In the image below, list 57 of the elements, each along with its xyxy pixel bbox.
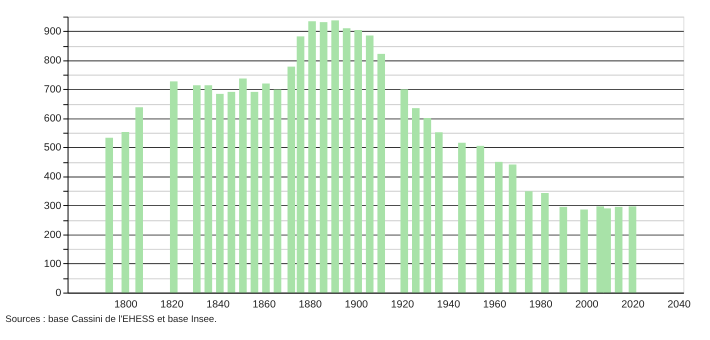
bar (508, 164, 516, 293)
bar (135, 107, 143, 293)
source-note: Sources : base Cassini de l'EHESS et base Insee. (5, 314, 217, 326)
bar (105, 138, 114, 293)
y-tick-label: 700 (44, 84, 62, 96)
bar (354, 30, 362, 293)
x-tick-label: 1840 (206, 299, 230, 310)
bar (476, 146, 484, 293)
y-tick-label: 900 (44, 26, 62, 38)
bar (400, 89, 408, 293)
x-tick-label: 1980 (529, 299, 553, 310)
x-tick-label: 1880 (298, 299, 322, 310)
bar (524, 191, 533, 293)
bar (580, 210, 588, 293)
bar (170, 81, 178, 293)
bar (366, 36, 374, 293)
x-tick-label: 1920 (390, 299, 414, 310)
bar (342, 28, 350, 293)
y-tick-label: 800 (44, 56, 62, 67)
x-tick-label: 1960 (483, 299, 506, 310)
bar (308, 21, 316, 293)
y-tick-label: 600 (44, 114, 62, 125)
bar (614, 206, 622, 293)
bar (331, 20, 339, 293)
bar (250, 92, 258, 293)
bar (541, 192, 549, 293)
bar (412, 108, 420, 293)
bar (435, 132, 443, 293)
y-tick-label: 200 (44, 230, 62, 241)
bar (274, 90, 282, 293)
bar (122, 132, 130, 293)
bar (424, 118, 432, 293)
bar (228, 92, 236, 293)
bar (216, 94, 224, 293)
x-tick-label: 1940 (436, 299, 460, 310)
bar (320, 22, 328, 293)
y-tick-label: 400 (44, 172, 62, 183)
x-tick-label: 2040 (667, 299, 691, 310)
bar (560, 206, 568, 293)
x-tick-label: 1800 (114, 299, 138, 310)
bar (204, 85, 212, 293)
x-tick-label: 1900 (344, 299, 368, 310)
bar (239, 78, 247, 293)
bar (494, 162, 503, 293)
x-tick-label: 2020 (621, 299, 645, 310)
y-tick-label: 300 (44, 200, 62, 212)
x-tick-label: 1860 (252, 299, 276, 310)
bar (377, 54, 386, 293)
y-tick-label: 100 (44, 258, 62, 270)
bar (458, 142, 466, 293)
y-tick-label: 0 (56, 288, 62, 299)
x-tick-label: 1820 (160, 299, 184, 310)
bar (193, 85, 201, 293)
bar (262, 83, 270, 293)
bar (628, 206, 636, 293)
y-tick-label: 500 (44, 142, 62, 154)
x-tick-label: 2000 (575, 299, 599, 310)
